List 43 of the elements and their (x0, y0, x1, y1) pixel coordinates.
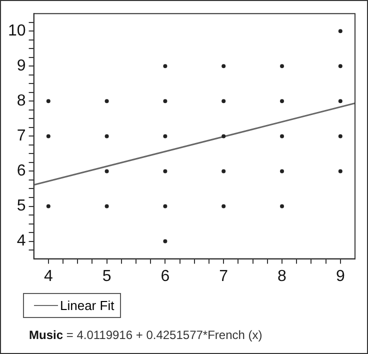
point (104, 134, 109, 138)
point (338, 134, 342, 138)
point (46, 134, 50, 138)
point (163, 134, 168, 138)
point (222, 134, 226, 138)
point (280, 204, 284, 208)
point (104, 99, 109, 104)
point (163, 99, 168, 104)
x-tick-label: 9 (336, 268, 345, 285)
point (338, 29, 342, 34)
point (280, 134, 284, 138)
x-tick-label: 5 (102, 268, 112, 285)
x-tick-label: 6 (160, 268, 170, 285)
point (280, 169, 284, 174)
point (338, 99, 342, 104)
point (104, 169, 109, 174)
point (222, 169, 226, 174)
point (338, 169, 342, 174)
y-tick-label: 10 (8, 22, 26, 40)
y-tick-label: 9 (16, 58, 26, 75)
x-tick-label: 8 (278, 268, 287, 285)
y-tick-label: 4 (16, 232, 26, 250)
point (222, 99, 226, 104)
y-tick-label: 5 (16, 198, 26, 215)
point (163, 169, 168, 174)
point (104, 204, 109, 208)
point (280, 64, 284, 68)
point (46, 99, 50, 104)
x-tick-label: 7 (219, 268, 228, 285)
point (46, 204, 50, 208)
point (163, 204, 168, 208)
point (280, 99, 284, 104)
point (163, 64, 168, 68)
point (222, 204, 226, 208)
x-tick-label: 4 (44, 268, 53, 285)
legend-label: Linear Fit (60, 298, 114, 313)
text: Music = 4.0119916 + 0.4251577*French (x) (29, 328, 262, 342)
point (163, 239, 168, 244)
point (338, 64, 342, 68)
y-tick-label: 6 (16, 162, 26, 180)
y-tick-label: 7 (16, 128, 26, 145)
y-tick-label: 8 (16, 92, 26, 110)
point (222, 64, 226, 68)
